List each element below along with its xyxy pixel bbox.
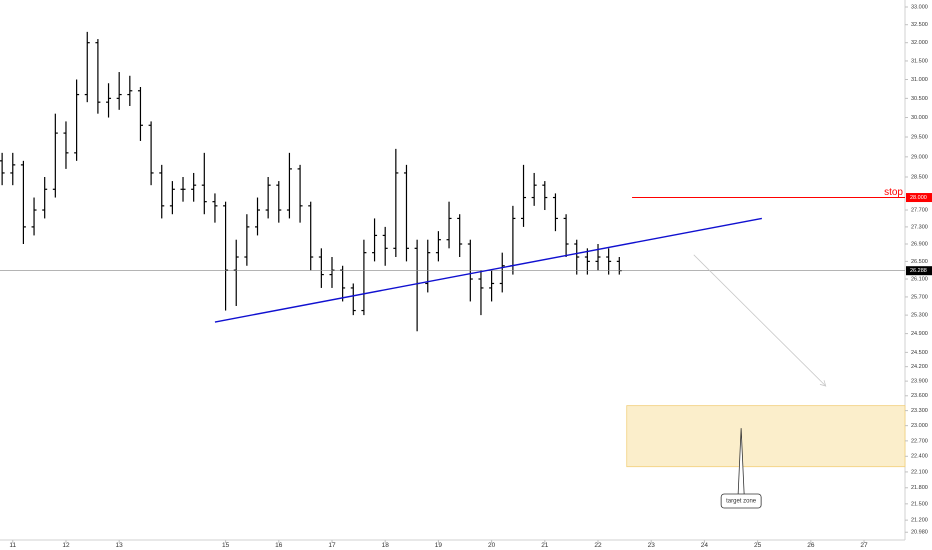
y-tick-label: 31.500 bbox=[911, 58, 928, 64]
y-tick-label: 23.600 bbox=[911, 393, 928, 399]
y-tick-label: 33.000 bbox=[911, 4, 928, 10]
bars bbox=[0, 31, 622, 332]
stop-label-box bbox=[906, 193, 932, 203]
trendline bbox=[214, 217, 763, 323]
y-tick-label: 30.000 bbox=[911, 115, 928, 121]
x-tick-label: 20 bbox=[488, 542, 496, 549]
target-zone bbox=[626, 405, 906, 468]
stop-label: 28.000 bbox=[910, 195, 927, 201]
y-tick-label: 28.500 bbox=[911, 174, 928, 180]
x-tick-label: 16 bbox=[275, 542, 283, 549]
drawings-front: 26.288 stop 28.000 target zone bbox=[0, 187, 932, 509]
y-tick-label: 24.200 bbox=[911, 364, 928, 370]
y-tick-label: 31.000 bbox=[911, 77, 928, 83]
y-tick-label: 32.500 bbox=[911, 22, 928, 28]
y-tick-label: 24.500 bbox=[911, 350, 928, 356]
price-label-box bbox=[906, 266, 932, 276]
arrow-head bbox=[819, 380, 827, 387]
x-tick-label: 11 bbox=[9, 542, 16, 549]
price-label: 26.288 bbox=[910, 268, 927, 274]
drawings-back bbox=[626, 405, 906, 468]
x-tick-label: 13 bbox=[116, 542, 124, 549]
y-tick-label: 22.400 bbox=[911, 454, 928, 460]
y-tick-label: 32.000 bbox=[911, 40, 928, 46]
y-tick-label: 21.200 bbox=[911, 518, 928, 524]
x-tick-label: 25 bbox=[754, 542, 762, 549]
y-tick-label: 23.000 bbox=[911, 423, 928, 429]
y-tick-label: 29.000 bbox=[911, 154, 928, 160]
x-tick-label: 23 bbox=[648, 542, 656, 549]
y-tick-label: 22.100 bbox=[911, 469, 928, 475]
x-tick-label: 26 bbox=[807, 542, 815, 549]
x-tick-label: 17 bbox=[328, 542, 336, 549]
y-tick-label: 21.500 bbox=[911, 501, 928, 507]
y-tick-label: 24.900 bbox=[911, 331, 928, 337]
callout-text: target zone bbox=[726, 499, 757, 505]
x-tick-label: 22 bbox=[594, 542, 602, 549]
y-tick-label: 26.100 bbox=[911, 276, 928, 282]
callout-pointer bbox=[737, 428, 745, 495]
x-tick-label: 27 bbox=[860, 542, 868, 549]
arrow-line bbox=[693, 254, 827, 387]
stop-text: stop bbox=[884, 187, 903, 198]
x-tick-label: 24 bbox=[701, 542, 709, 549]
callout-box bbox=[720, 493, 762, 509]
y-tick-label: 21.800 bbox=[911, 485, 928, 491]
x-tick-label: 21 bbox=[541, 542, 549, 549]
x-tick-label: 19 bbox=[435, 542, 443, 549]
y-tick-label: 26.900 bbox=[911, 241, 928, 247]
y-tick-label: 29.500 bbox=[911, 134, 928, 140]
y-tick-label: 20.980 bbox=[911, 530, 928, 536]
axes: 33.000 32.500 32.000 31.500 31.000 30.500 30.0… bbox=[9, 4, 927, 549]
y-tick-label: 27.700 bbox=[911, 207, 928, 213]
y-tick-label: 30.500 bbox=[911, 96, 928, 102]
y-tick-label: 27.300 bbox=[911, 224, 928, 230]
x-tick-label: 12 bbox=[62, 542, 70, 549]
y-tick-label: 22.700 bbox=[911, 438, 928, 444]
y-tick-label: 23.900 bbox=[911, 379, 928, 385]
y-tick-label: 23.300 bbox=[911, 408, 928, 414]
x-tick-label: 18 bbox=[382, 542, 390, 549]
y-tick-label: 26.500 bbox=[911, 259, 928, 265]
y-tick-label: 25.300 bbox=[911, 313, 928, 319]
y-tick-label: 25.700 bbox=[911, 294, 928, 300]
x-tick-label: 15 bbox=[222, 542, 230, 549]
